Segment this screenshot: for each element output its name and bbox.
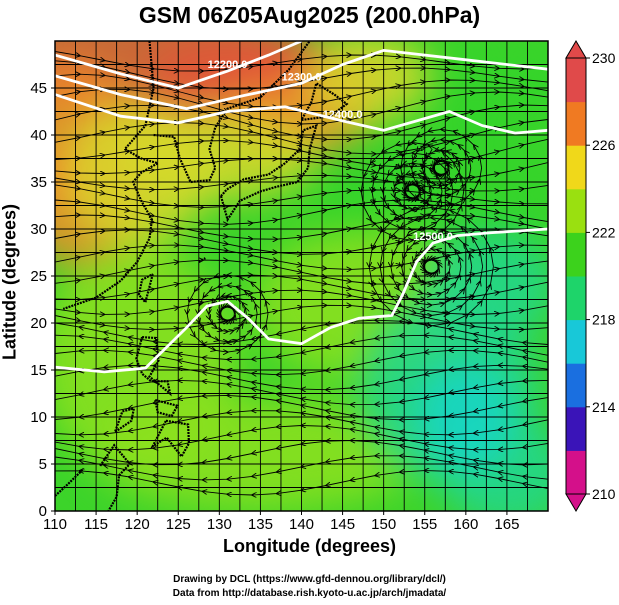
colorbar: 230 226 222 218 214 210	[565, 40, 616, 512]
y-axis-ticks: 0 5 10 15 20 25 30 35 40 45	[30, 80, 55, 520]
y-tick-label: 35	[30, 174, 47, 191]
colorbar-ticks: 230 226 222 218 214 210	[586, 50, 616, 502]
y-tick-label: 25	[30, 268, 47, 285]
y-tick-label: 10	[30, 409, 47, 426]
colorbar-segment	[566, 319, 586, 364]
colorbar-tick-label: 222	[592, 224, 616, 240]
plot-area: 12200.0 12300.0 12400.0 12500.0	[55, 41, 548, 511]
map-title: GSM 06Z05Aug2025 (200.0hPa)	[138, 2, 481, 28]
y-tick-label: 20	[30, 315, 47, 332]
colorbar-tick-label: 214	[592, 399, 616, 415]
x-tick-label: 115	[84, 516, 108, 533]
y-tick-label: 0	[39, 503, 47, 520]
contour-label: 12300.0	[282, 71, 322, 83]
colorbar-tick-label: 210	[592, 486, 616, 502]
x-tick-label: 135	[248, 516, 273, 533]
contour-line	[55, 48, 548, 111]
wind-streamlines	[55, 51, 548, 496]
y-tick-label: 40	[30, 127, 47, 144]
x-tick-label: 120	[125, 516, 150, 533]
colorbar-top-triangle	[565, 40, 587, 59]
colorbar-tick-label: 226	[592, 137, 616, 153]
x-tick-label: 130	[207, 516, 232, 533]
y-tick-label: 45	[30, 80, 47, 97]
colorbar-segment	[566, 363, 586, 408]
colorbar-tick-label: 230	[592, 50, 616, 66]
x-axis-label: Longitude (degrees)	[222, 536, 396, 556]
drawing-credit: Drawing by DCL (https://www.gfd-dennou.o…	[173, 574, 446, 585]
x-tick-label: 150	[371, 516, 396, 533]
x-tick-label: 140	[289, 516, 314, 533]
streamline	[55, 51, 548, 72]
y-tick-label: 15	[30, 362, 47, 379]
colorbar-segments	[566, 58, 586, 495]
colorbar-segment	[566, 145, 586, 190]
colorbar-bottom-triangle	[565, 493, 587, 512]
contour-label: 12200.0	[208, 59, 248, 71]
y-tick-label: 30	[30, 221, 47, 238]
data-credit: Data from http://database.rish.kyoto-u.a…	[172, 588, 447, 599]
coastline	[55, 467, 85, 497]
x-tick-label: 155	[412, 516, 437, 533]
x-tick-label: 145	[330, 516, 355, 533]
contour-line	[55, 93, 548, 135]
x-axis-ticks: 110 115 120 125 130 135 140 145 150 155 160 165	[43, 511, 519, 533]
y-axis-label: Latitude (degrees)	[0, 203, 20, 361]
contour-label: 12400.0	[323, 109, 363, 121]
colorbar-segment	[566, 232, 586, 277]
x-tick-label: 110	[43, 516, 67, 533]
colorbar-segment	[566, 406, 586, 451]
streamline	[187, 275, 268, 352]
contour-line	[55, 227, 548, 374]
y-tick-label: 5	[39, 456, 47, 473]
height-contours: 12200.0 12300.0 12400.0 12500.0	[55, 41, 548, 374]
x-tick-label: 165	[494, 516, 519, 533]
colorbar-segment	[566, 188, 586, 233]
x-tick-label: 125	[166, 516, 191, 533]
x-tick-label: 160	[453, 516, 478, 533]
colorbar-segment	[566, 58, 586, 103]
colorbar-segment	[566, 450, 586, 495]
colorbar-segment	[566, 276, 586, 321]
colorbar-tick-label: 218	[592, 312, 616, 328]
colorbar-frame	[565, 57, 587, 495]
streamline	[401, 129, 482, 206]
contour-label: 12500.0	[413, 231, 453, 243]
contour-line	[55, 41, 303, 90]
colorbar-segment	[566, 101, 586, 146]
